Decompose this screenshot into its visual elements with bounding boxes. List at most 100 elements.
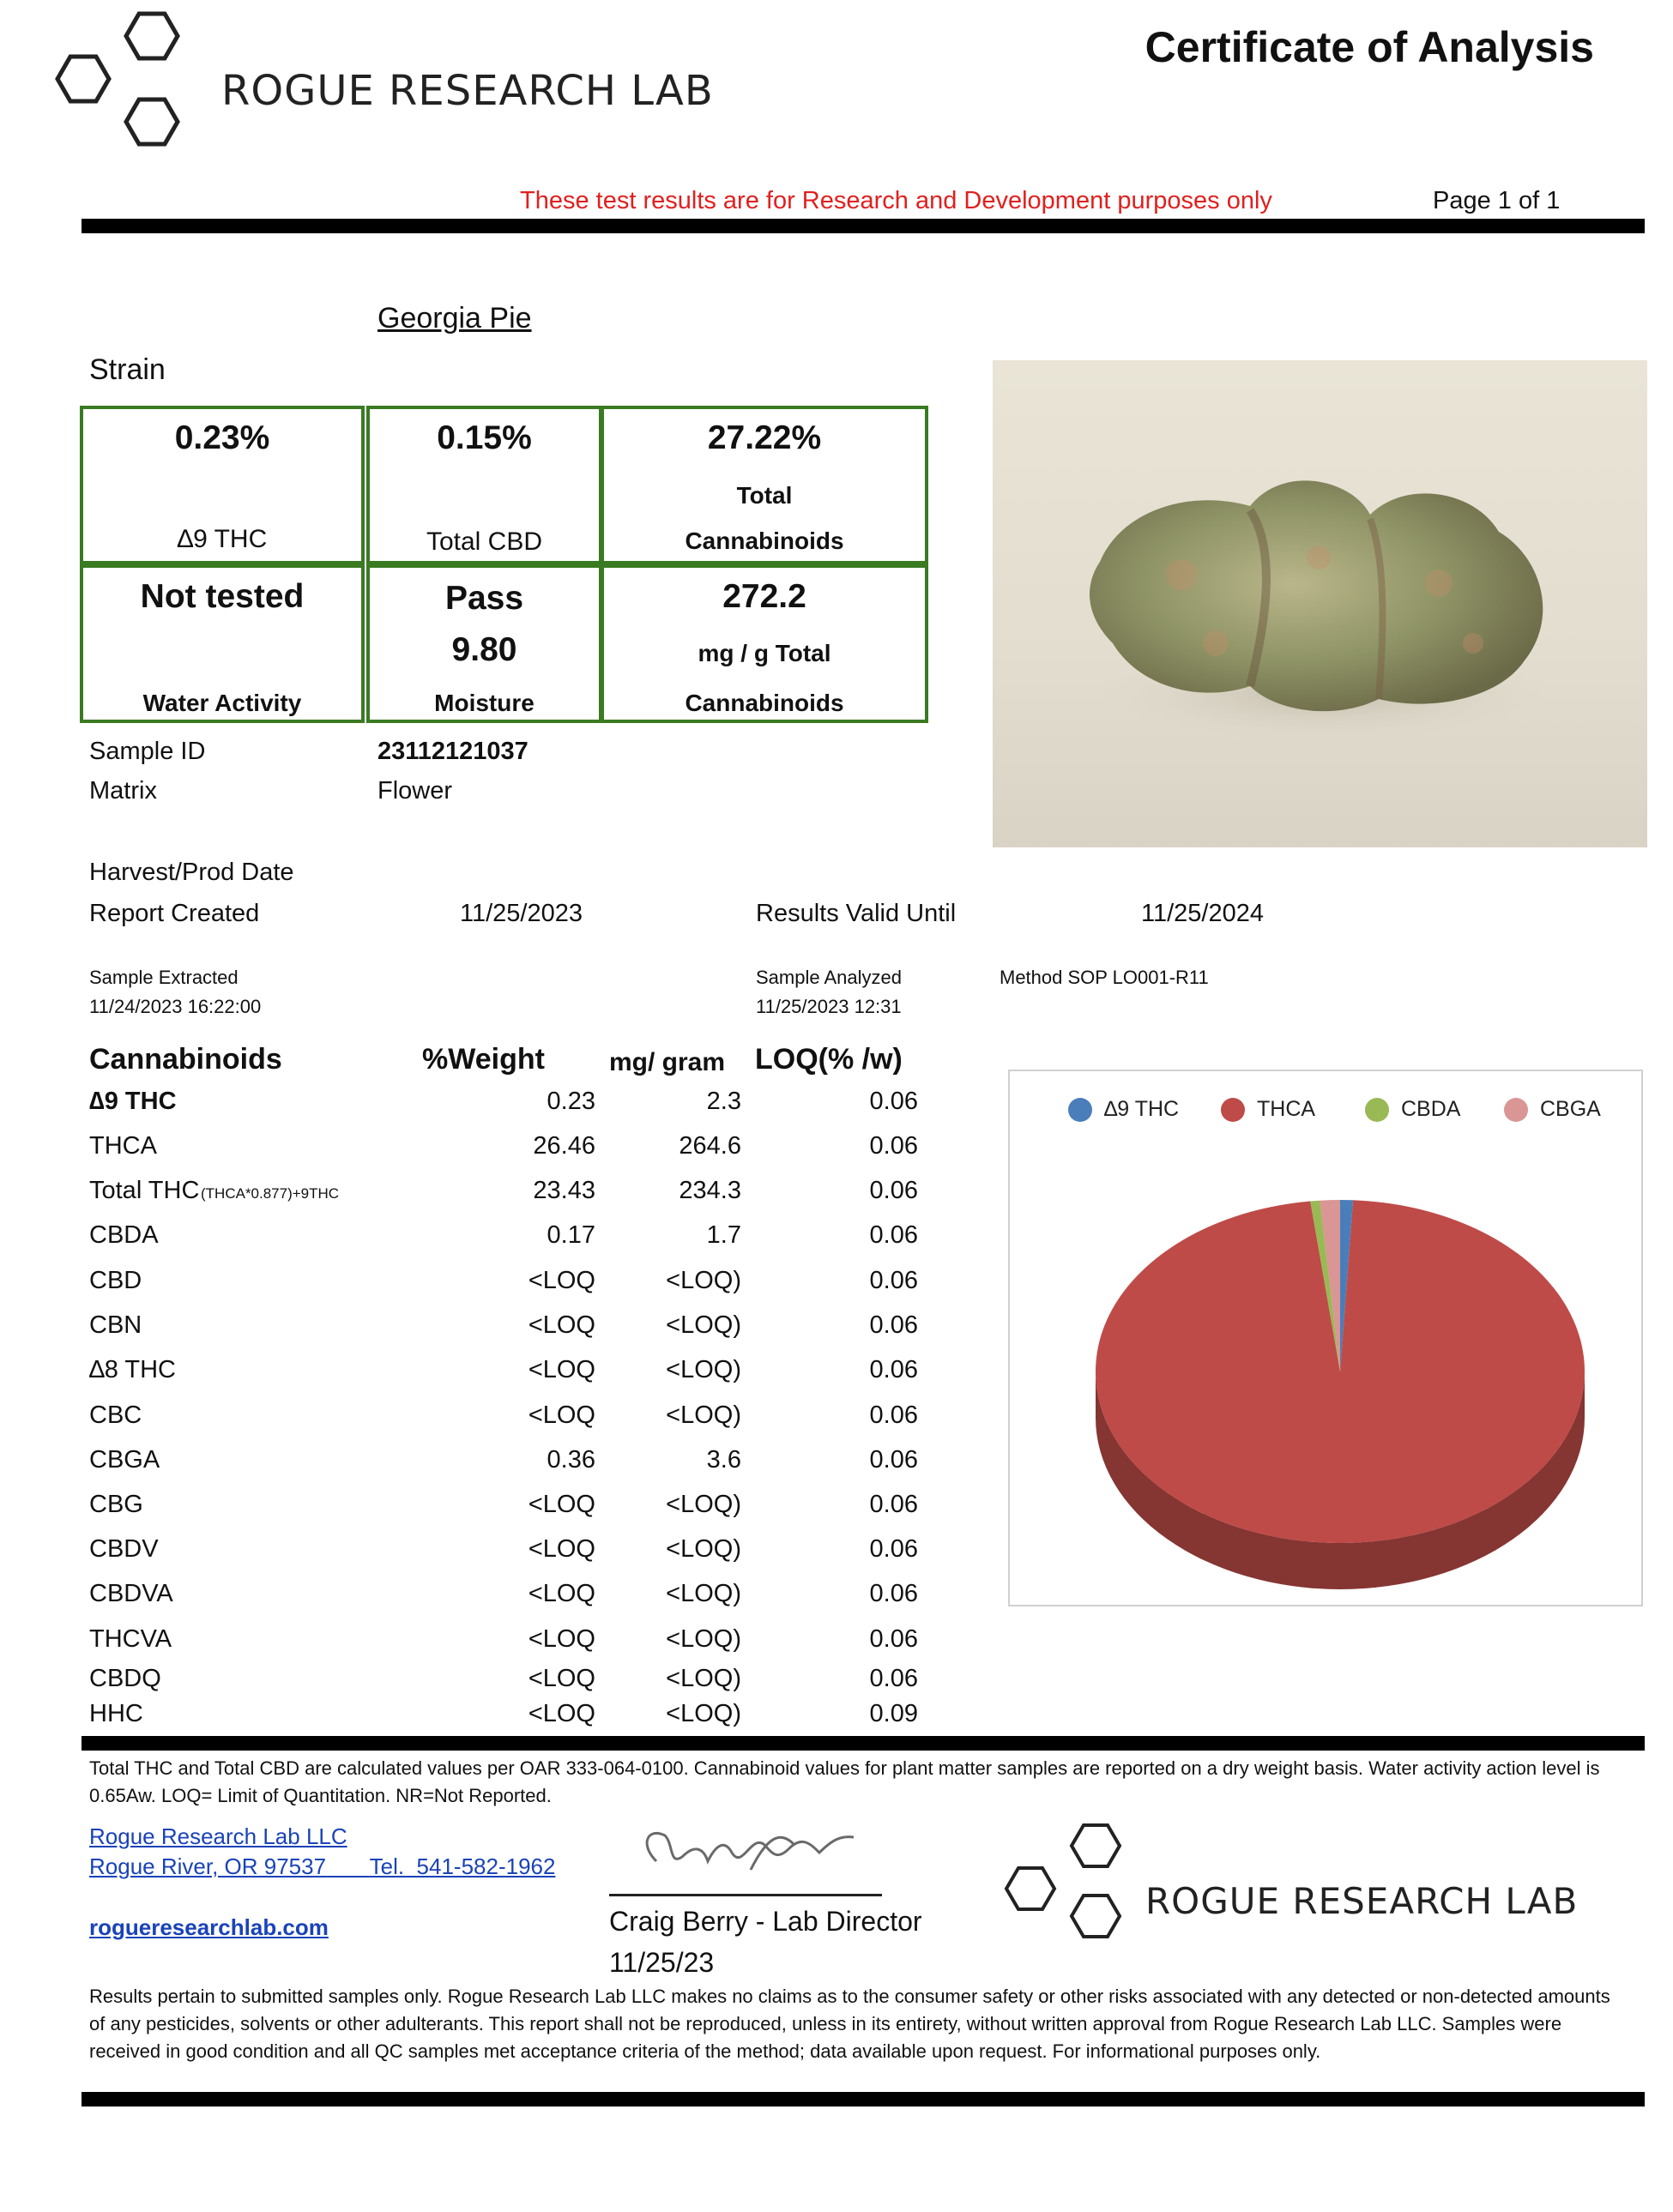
col-header-loq: LOQ(% /w) (755, 1043, 903, 1076)
pie-slice (1310, 1200, 1340, 1371)
footer-note: Total THC and Total CBD are calculated v… (89, 1757, 1600, 1806)
cannabis-bud-image (1074, 480, 1572, 746)
moisture-label: Moisture (434, 690, 535, 716)
mg-value: <LOQ) (666, 1580, 741, 1607)
legend-item: ∆9 THC (1068, 1097, 1179, 1123)
loq-value: 0.06 (869, 1625, 918, 1653)
water-box: Not tested Water Activity (80, 564, 365, 723)
table-row: CBC <LOQ <LOQ) 0.06 (89, 1401, 930, 1436)
total-label-2: Cannabinoids (685, 527, 844, 554)
mg-value: 234.3 (679, 1177, 741, 1204)
address-text: Rogue River, OR 97537 (89, 1853, 327, 1879)
mg-value: <LOQ) (666, 1665, 741, 1692)
table-row: Total THC (THCA*0.877)+9THC 23.43 234.3 0.06 (89, 1177, 930, 1211)
col-header-weight: %Weight (422, 1043, 545, 1076)
mg-value: 272.2 (722, 578, 806, 615)
cannabinoid-name: THCA (89, 1132, 157, 1160)
signer-name: Craig Berry - Lab Director (609, 1906, 922, 1937)
table-row: ∆8 THC <LOQ <LOQ) 0.06 (89, 1356, 930, 1390)
weight-value: <LOQ (528, 1311, 595, 1339)
loq-value: 0.09 (869, 1700, 918, 1727)
header-logo (53, 7, 233, 178)
moisture-box: Pass 9.80 Moisture (366, 564, 602, 723)
page-title: Certificate of Analysis (1145, 23, 1594, 71)
mg-value: <LOQ) (666, 1491, 741, 1518)
table-rule (82, 1736, 1645, 1751)
analyzed-value: 11/25/2023 12:31 (756, 996, 902, 1017)
analyzed-label: Sample Analyzed (756, 967, 902, 988)
pie-side (1096, 1371, 1585, 1589)
address-link[interactable]: Rogue River, OR 97537 Tel. 541-582-1962 (89, 1853, 555, 1880)
footer-hexagon-logo-icon (1004, 1823, 1122, 1938)
legend-swatch (1504, 1098, 1528, 1123)
mg-value: 2.3 (706, 1088, 741, 1115)
strain-label: Strain (89, 353, 166, 386)
pie-slice (1320, 1200, 1340, 1371)
rd-disclaimer: These test results are for Research and … (520, 187, 1272, 214)
table-row: CBDV <LOQ <LOQ) 0.06 (89, 1535, 930, 1570)
product-photo (993, 360, 1647, 847)
legend-label: CBDA (1401, 1097, 1461, 1121)
cannabinoid-name: CBG (89, 1491, 143, 1518)
d9thc-box: 0.23% ∆9 THC (80, 406, 365, 564)
harvest-label: Harvest/Prod Date (89, 859, 294, 886)
mg-label-1: mg / g Total (698, 640, 831, 666)
signature-image (645, 1831, 855, 1871)
d9thc-value: 0.23% (174, 419, 270, 456)
loq-value: 0.06 (869, 1267, 918, 1294)
mg-box: 272.2 mg / g Total Cannabinoids (601, 564, 928, 723)
weight-value: <LOQ (528, 1700, 595, 1727)
tel-text: Tel. 541-582-1962 (369, 1853, 556, 1879)
legend-label: CBGA (1540, 1097, 1601, 1121)
sign-date: 11/25/23 (609, 1947, 715, 1978)
weight-value: 0.36 (547, 1446, 595, 1474)
loq-value: 0.06 (869, 1580, 918, 1607)
website-link[interactable]: rogueresearchlab.com (89, 1914, 329, 1940)
cannabinoid-name: CBC (89, 1401, 142, 1429)
weight-value: 0.17 (547, 1221, 595, 1249)
mg-value: 3.6 (706, 1446, 741, 1474)
method-text: Method SOP LO001-R11 (1000, 967, 1209, 988)
loq-value: 0.06 (869, 1177, 918, 1204)
table-row: THCA 26.46 264.6 0.06 (89, 1132, 930, 1166)
weight-value: 26.46 (533, 1132, 595, 1160)
lab-name: ROGUE RESEARCH LAB (221, 67, 714, 115)
cannabinoid-name: ∆8 THC (89, 1356, 177, 1383)
loq-value: 0.06 (869, 1535, 918, 1563)
lab-llc-link[interactable]: Rogue Research Lab LLC (89, 1823, 347, 1849)
cannabinoid-name: CBD (89, 1267, 142, 1294)
loq-value: 0.06 (869, 1132, 918, 1160)
table-row: HHC <LOQ <LOQ) 0.09 (89, 1700, 930, 1734)
cannabinoid-name: CBN (89, 1311, 142, 1339)
table-row: CBDQ <LOQ <LOQ) 0.06 (89, 1665, 930, 1699)
legend-item: CBGA (1504, 1097, 1601, 1123)
weight-value: 23.43 (533, 1177, 595, 1204)
loq-value: 0.06 (869, 1491, 918, 1518)
pie-chart-frame: ∆9 THC THCA CBDA CBGA (1008, 1070, 1643, 1606)
mg-value: 1.7 (706, 1221, 741, 1249)
table-row: CBGA 0.36 3.6 0.06 (89, 1446, 930, 1480)
mg-value: <LOQ) (666, 1267, 741, 1294)
cannabinoid-name: CBDA (89, 1221, 159, 1249)
legend-label: THCA (1257, 1097, 1316, 1121)
cannabinoid-formula: (THCA*0.877)+9THC (201, 1185, 340, 1202)
loq-value: 0.06 (869, 1221, 918, 1249)
table-row: CBDA 0.17 1.7 0.06 (89, 1221, 930, 1256)
matrix-label: Matrix (89, 777, 157, 805)
loq-value: 0.06 (869, 1088, 918, 1115)
table-row: CBN <LOQ <LOQ) 0.06 (89, 1311, 930, 1346)
weight-value: <LOQ (528, 1267, 595, 1294)
weight-value: 0.23 (547, 1088, 595, 1115)
weight-value: <LOQ (528, 1356, 595, 1383)
pie-slice (1340, 1200, 1354, 1371)
table-row: CBG <LOQ <LOQ) 0.06 (89, 1491, 930, 1525)
mg-label-2: Cannabinoids (685, 690, 844, 716)
cannabinoid-name: ∆9 THC (89, 1088, 177, 1115)
moisture-status: Pass (444, 580, 524, 617)
mg-value: <LOQ) (666, 1625, 741, 1653)
sample-id-value: 23112121037 (377, 738, 528, 765)
legend-item: CBDA (1365, 1097, 1461, 1123)
loq-value: 0.06 (869, 1401, 918, 1429)
mg-value: 264.6 (679, 1132, 741, 1160)
water-value: Not tested (140, 578, 305, 615)
